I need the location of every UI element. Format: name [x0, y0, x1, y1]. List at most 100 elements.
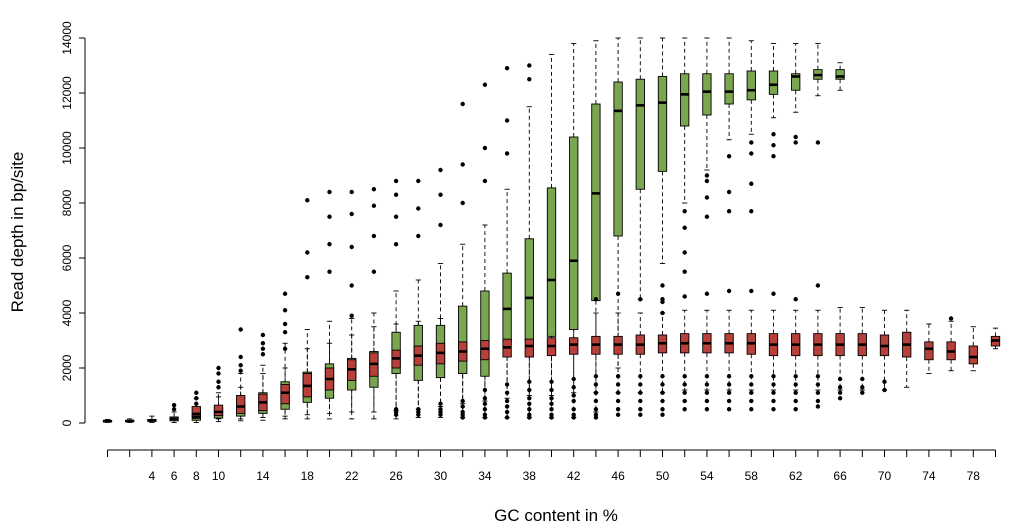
y-tick-label: 12000 — [60, 76, 74, 110]
outlier-point — [238, 354, 243, 360]
outlier-point — [638, 407, 643, 412]
outlier-point — [615, 407, 621, 412]
outlier-point — [793, 382, 798, 387]
outlier-point — [771, 382, 776, 387]
outlier-point — [704, 214, 710, 219]
outlier-point — [504, 66, 510, 71]
outlier-point — [260, 341, 266, 346]
outlier-point — [837, 385, 843, 390]
box-red — [236, 395, 246, 414]
outlier-point — [682, 390, 687, 395]
outlier-point — [793, 140, 798, 145]
outlier-point — [749, 382, 754, 387]
outlier-point — [660, 382, 665, 387]
outlier-point — [349, 211, 354, 217]
box-red — [191, 406, 201, 417]
outlier-point — [793, 374, 798, 379]
x-tick-label: 6 — [171, 469, 178, 483]
outlier-point — [793, 134, 798, 140]
outlier-point — [815, 382, 821, 387]
outlier-point — [194, 396, 199, 401]
outlier-point — [460, 101, 465, 107]
outlier-point — [349, 244, 354, 250]
outlier-point — [771, 398, 776, 404]
outlier-point — [771, 132, 776, 137]
outlier-point — [638, 297, 643, 302]
outlier-point — [615, 382, 621, 387]
outlier-point — [504, 151, 510, 156]
outlier-point — [749, 374, 754, 379]
box-red — [280, 384, 290, 405]
outlier-point — [460, 162, 465, 167]
outlier-point — [771, 374, 776, 379]
outlier-point — [282, 346, 288, 351]
outlier-point — [704, 374, 710, 379]
outlier-point — [660, 398, 665, 404]
x-tick-label: 74 — [922, 469, 936, 483]
outlier-point — [682, 250, 687, 255]
y-tick-label: 4000 — [60, 299, 74, 326]
outlier-point — [327, 269, 332, 274]
y-tick-label: 2000 — [60, 354, 74, 381]
box-red — [480, 340, 490, 361]
outlier-point — [416, 412, 421, 417]
box-red — [968, 345, 978, 365]
x-tick-label: 4 — [149, 469, 156, 483]
outlier-point — [371, 187, 377, 192]
box-green — [569, 136, 579, 330]
outlier-point — [882, 379, 887, 384]
outlier-point — [815, 390, 821, 395]
outlier-point — [504, 390, 510, 395]
outlier-point — [371, 233, 377, 239]
outlier-point — [771, 291, 776, 296]
outlier-point — [482, 387, 488, 393]
outlier-point — [593, 382, 599, 387]
outlier-point — [549, 415, 554, 420]
outlier-point — [260, 352, 266, 357]
outlier-point — [282, 330, 288, 335]
outlier-point — [704, 390, 710, 395]
x-tick-label: 18 — [301, 469, 315, 483]
box-green — [835, 69, 845, 80]
outlier-point — [726, 390, 732, 395]
x-tick-label: 62 — [789, 469, 803, 483]
outlier-point — [682, 382, 687, 387]
box-green — [613, 81, 623, 237]
box-green — [458, 305, 468, 374]
outlier-point — [660, 412, 665, 417]
x-axis-label: GC content in % — [494, 506, 618, 525]
outlier-point — [726, 288, 732, 294]
outlier-point — [726, 382, 732, 387]
outlier-point — [549, 401, 554, 406]
outlier-point — [815, 398, 821, 404]
outlier-point — [638, 412, 643, 417]
box-red — [569, 337, 579, 355]
outlier-point — [171, 407, 177, 412]
outlier-point — [660, 407, 665, 412]
outlier-point — [771, 154, 776, 159]
outlier-point — [460, 398, 465, 404]
outlier-point — [749, 288, 754, 294]
outlier-point — [393, 192, 399, 197]
x-tick-label: 22 — [345, 469, 359, 483]
outlier-point — [860, 385, 865, 390]
outlier-point — [704, 382, 710, 387]
outlier-point — [527, 387, 532, 393]
outlier-point — [837, 396, 843, 401]
outlier-point — [393, 412, 399, 417]
outlier-point — [527, 407, 532, 412]
outlier-point — [793, 398, 798, 404]
outlier-point — [837, 376, 843, 382]
outlier-point — [416, 233, 421, 239]
box-green — [768, 70, 779, 95]
outlier-point — [549, 396, 554, 401]
outlier-point — [438, 412, 443, 417]
outlier-point — [527, 63, 532, 68]
outlier-point — [349, 189, 354, 195]
outlier-point — [704, 291, 710, 296]
outliers — [171, 63, 954, 420]
outlier-point — [482, 415, 488, 420]
outlier-point — [482, 401, 488, 406]
outlier-point — [504, 409, 510, 415]
